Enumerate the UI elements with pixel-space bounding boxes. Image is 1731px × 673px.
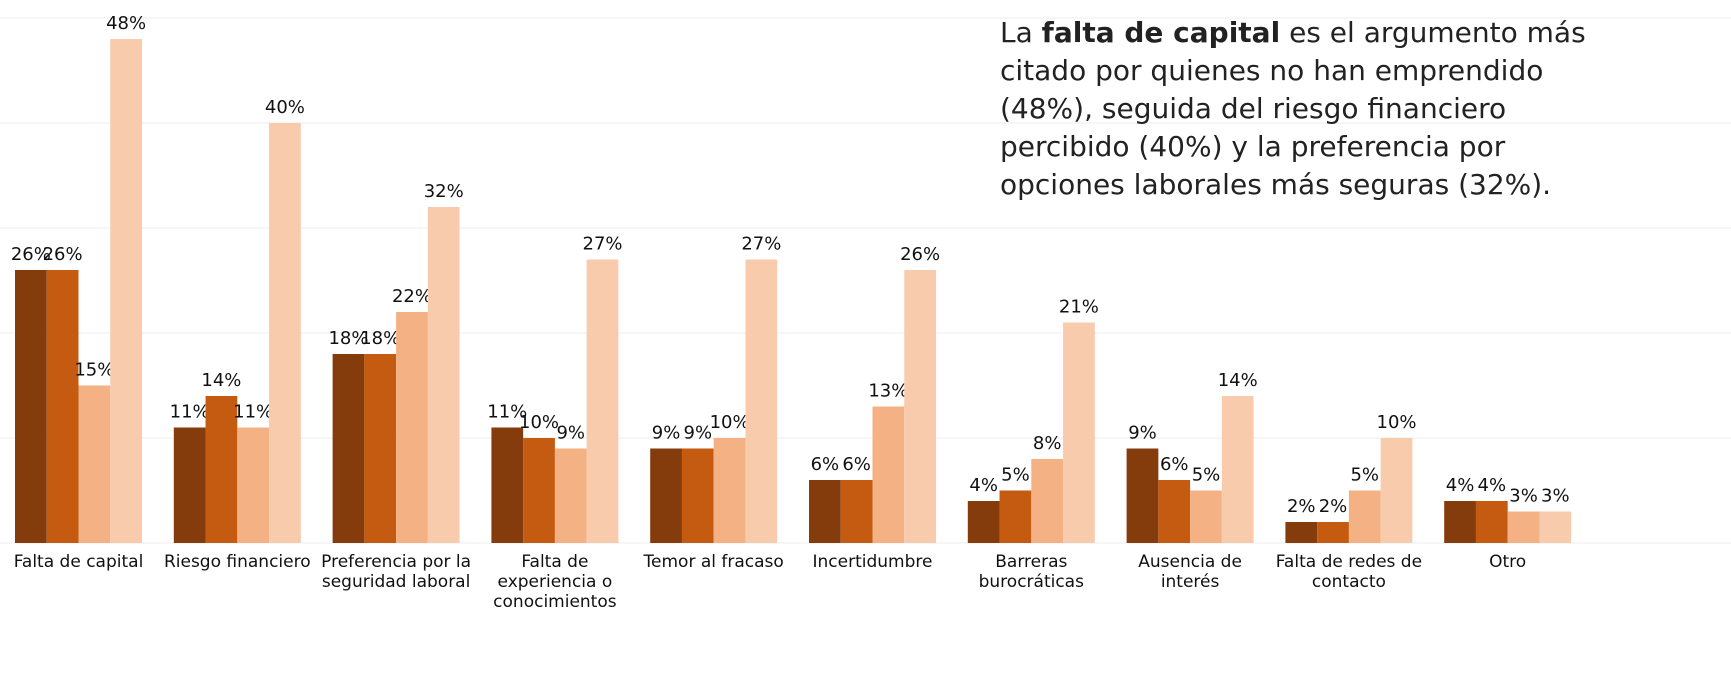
bar (110, 39, 142, 543)
data-label: 26% (43, 244, 83, 265)
bar (999, 490, 1032, 543)
data-label: 9% (652, 423, 681, 444)
bar (967, 501, 1000, 543)
annotation-bold: falta de capital (1041, 16, 1281, 49)
data-label: 18% (328, 328, 368, 349)
data-label: 48% (106, 13, 146, 34)
data-label: 22% (392, 286, 432, 307)
x-tick-label: Riesgo financiero (163, 552, 311, 572)
x-tick-label: Falta de experiencia o conocimientos (493, 552, 617, 612)
data-label: 6% (1160, 454, 1189, 475)
data-label: 32% (424, 181, 464, 202)
data-label: 4% (1478, 475, 1507, 496)
bar (681, 448, 714, 543)
x-tick-label: Incertidumbre (812, 552, 933, 572)
data-label: 11% (487, 402, 527, 423)
x-tick-label: Temor al fracaso (643, 552, 784, 572)
bar (332, 354, 365, 543)
bar (904, 270, 936, 543)
bar (840, 480, 873, 543)
bar (237, 427, 270, 543)
bar (1063, 322, 1095, 543)
annotation-text: La (1000, 16, 1042, 49)
data-label: 6% (811, 454, 840, 475)
bar (46, 270, 79, 543)
data-label: 3% (1509, 486, 1538, 507)
bar (78, 385, 111, 543)
bar (1348, 490, 1381, 543)
data-label: 10% (1377, 412, 1417, 433)
data-label: 11% (170, 402, 210, 423)
bar (1507, 511, 1540, 543)
x-tick-label: Otro (1489, 552, 1527, 572)
bar (523, 438, 555, 543)
bar (427, 207, 460, 543)
bar (554, 448, 587, 543)
data-label: 26% (11, 244, 51, 265)
data-label: 14% (1218, 370, 1258, 391)
bar (1221, 396, 1254, 543)
bar (15, 270, 47, 543)
annotation-text: es el argumento más citado por quienes n… (1000, 16, 1586, 201)
bar (269, 123, 301, 543)
bar (1158, 480, 1191, 543)
data-label: 4% (1446, 475, 1475, 496)
data-label: 14% (201, 370, 241, 391)
data-label: 27% (741, 234, 781, 255)
data-label: 2% (1287, 496, 1316, 517)
bar (809, 480, 841, 543)
data-label: 27% (583, 234, 623, 255)
bar (586, 259, 619, 543)
bar (650, 448, 682, 543)
bar (1380, 438, 1413, 543)
bar (872, 406, 905, 543)
bar (1539, 511, 1572, 543)
data-label: 9% (684, 423, 713, 444)
x-tick-label: Preferencia por la seguridad laboral (321, 552, 472, 592)
data-label: 5% (1001, 465, 1030, 486)
x-tick-label: Falta de redes de contacto (1275, 552, 1423, 592)
bar (491, 427, 524, 543)
x-tick-label: Ausencia de interés (1138, 552, 1242, 592)
data-label: 11% (233, 402, 273, 423)
data-label: 2% (1319, 496, 1348, 517)
data-label: 40% (265, 97, 305, 118)
bar (364, 354, 397, 543)
data-label: 26% (900, 244, 940, 265)
bar (396, 312, 428, 543)
data-label: 10% (710, 412, 750, 433)
data-label: 8% (1033, 433, 1062, 454)
annotation: La falta de capital es el argumento más … (1000, 14, 1600, 204)
bar (1317, 522, 1349, 543)
data-label: 18% (360, 328, 400, 349)
data-label: 3% (1541, 486, 1570, 507)
data-label: 13% (868, 381, 908, 402)
bar (1190, 490, 1222, 543)
bar (173, 427, 206, 543)
x-tick-label: Falta de capital (13, 552, 144, 572)
bar (1031, 459, 1064, 543)
data-label: 6% (842, 454, 871, 475)
data-label: 10% (519, 412, 559, 433)
bar (745, 259, 778, 543)
data-label: 9% (1128, 423, 1157, 444)
data-label: 15% (74, 360, 114, 381)
bar (1444, 501, 1476, 543)
x-tick-label: Barreras burocráticas (978, 552, 1084, 592)
data-label: 21% (1059, 297, 1099, 318)
bar (1475, 501, 1508, 543)
data-label: 9% (556, 423, 585, 444)
data-label: 4% (969, 475, 998, 496)
bar (713, 438, 746, 543)
data-label: 5% (1350, 465, 1379, 486)
bar (1126, 448, 1159, 543)
bar (1285, 522, 1318, 543)
data-label: 5% (1192, 465, 1221, 486)
bar (205, 396, 238, 543)
